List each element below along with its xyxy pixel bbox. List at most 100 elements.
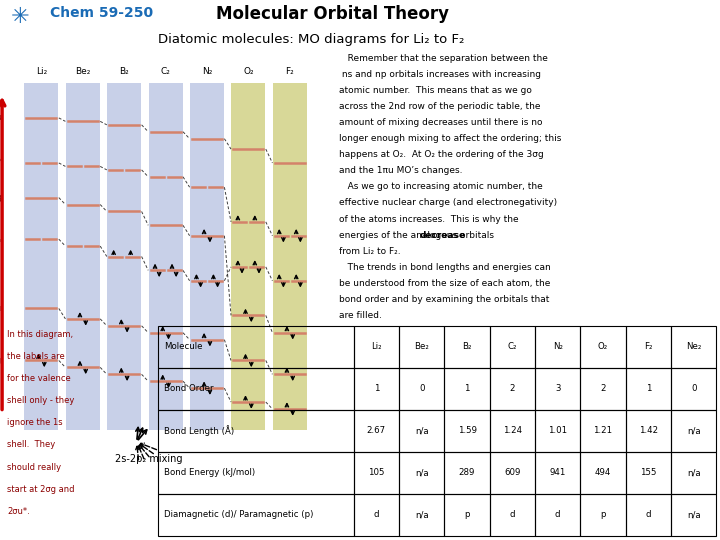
Bar: [444, 451, 490, 494]
Bar: [444, 326, 490, 368]
Bar: [399, 326, 444, 368]
Bar: [535, 451, 580, 494]
Text: start at 2σg and: start at 2σg and: [7, 485, 75, 494]
Text: ignore the 1s: ignore the 1s: [7, 418, 63, 427]
Bar: [626, 494, 671, 536]
Text: O₂: O₂: [598, 342, 608, 351]
Bar: [671, 494, 716, 536]
Text: d: d: [555, 510, 560, 519]
Text: 2σu: 2σu: [0, 113, 2, 123]
Text: 2: 2: [510, 384, 515, 393]
Text: n/a: n/a: [687, 426, 701, 435]
Text: amount of mixing decreases until there is no: amount of mixing decreases until there i…: [338, 118, 542, 127]
Text: n/a: n/a: [415, 510, 428, 519]
Text: shell only - they: shell only - they: [7, 396, 75, 405]
Text: n/a: n/a: [415, 468, 428, 477]
Text: 941: 941: [549, 468, 566, 477]
Text: F₂: F₂: [285, 68, 294, 76]
Text: bond order and by examining the orbitals that: bond order and by examining the orbitals…: [338, 295, 549, 304]
Text: Bond Order: Bond Order: [164, 384, 214, 393]
Bar: [671, 409, 716, 451]
Text: and the 1πu MO’s changes.: and the 1πu MO’s changes.: [338, 166, 462, 176]
Text: atomic number.  This means that as we go: atomic number. This means that as we go: [338, 86, 531, 95]
Text: C₂: C₂: [508, 342, 517, 351]
Text: d: d: [374, 510, 379, 519]
Text: 1.24: 1.24: [503, 426, 522, 435]
Bar: [580, 326, 626, 368]
Bar: [158, 494, 354, 536]
Bar: [399, 409, 444, 451]
Text: Diamagnetic (d)/ Paramagnetic (p): Diamagnetic (d)/ Paramagnetic (p): [164, 510, 313, 519]
Text: Be₂: Be₂: [414, 342, 429, 351]
Bar: [231, 83, 266, 430]
Text: As we go to increasing atomic number, the: As we go to increasing atomic number, th…: [338, 183, 542, 191]
Bar: [354, 368, 399, 409]
Text: d: d: [646, 510, 651, 519]
Text: 609: 609: [504, 468, 521, 477]
Bar: [158, 368, 354, 409]
Bar: [626, 451, 671, 494]
Bar: [158, 409, 354, 451]
Text: In this diagram,: In this diagram,: [7, 330, 73, 339]
Bar: [158, 326, 354, 368]
Bar: [490, 409, 535, 451]
Bar: [273, 83, 307, 430]
Text: N₂: N₂: [553, 342, 563, 351]
Bar: [399, 451, 444, 494]
Text: 1.59: 1.59: [457, 426, 477, 435]
Bar: [444, 368, 490, 409]
Text: the labels are: the labels are: [7, 352, 65, 361]
Text: 1: 1: [464, 384, 469, 393]
Bar: [399, 494, 444, 536]
Text: Be₂: Be₂: [75, 68, 91, 76]
Text: 494: 494: [595, 468, 611, 477]
Text: longer enough mixing to affect the ordering; this: longer enough mixing to affect the order…: [338, 134, 561, 143]
Bar: [626, 326, 671, 368]
Bar: [580, 409, 626, 451]
Text: 1σu: 1σu: [0, 304, 2, 313]
Text: 3: 3: [555, 384, 560, 393]
Bar: [24, 83, 58, 430]
Text: ns and np orbitals increases with increasing: ns and np orbitals increases with increa…: [338, 70, 541, 79]
Text: 2σu*.: 2σu*.: [7, 507, 30, 516]
Text: 105: 105: [368, 468, 384, 477]
Bar: [354, 409, 399, 451]
Text: be understood from the size of each atom, the: be understood from the size of each atom…: [338, 279, 550, 288]
Text: 1: 1: [374, 384, 379, 393]
Bar: [490, 451, 535, 494]
Text: 1σg: 1σg: [0, 356, 2, 365]
Text: F₂: F₂: [644, 342, 652, 351]
Text: of the atoms increases.  This is why the: of the atoms increases. This is why the: [338, 214, 518, 224]
Text: from Li₂ to F₂.: from Li₂ to F₂.: [338, 247, 400, 255]
Bar: [535, 368, 580, 409]
Text: 1: 1: [646, 384, 651, 393]
Text: Ne₂: Ne₂: [686, 342, 701, 351]
Text: Molecular Orbital Theory: Molecular Orbital Theory: [216, 5, 449, 23]
Bar: [671, 326, 716, 368]
Bar: [148, 83, 183, 430]
Text: p: p: [464, 510, 469, 519]
Bar: [354, 451, 399, 494]
Text: ✳: ✳: [11, 7, 30, 28]
Bar: [444, 409, 490, 451]
Bar: [626, 368, 671, 409]
Text: The trends in bond lengths and energies can: The trends in bond lengths and energies …: [338, 262, 550, 272]
Text: 1πᵤ: 1πᵤ: [0, 235, 2, 244]
Bar: [354, 326, 399, 368]
Text: Chem 59-250: Chem 59-250: [50, 6, 153, 20]
Bar: [444, 494, 490, 536]
Text: n/a: n/a: [687, 468, 701, 477]
Text: 2σg: 2σg: [0, 193, 2, 202]
Text: B₂: B₂: [462, 342, 472, 351]
Text: 0: 0: [419, 384, 425, 393]
Text: 1.21: 1.21: [593, 426, 613, 435]
Text: effective nuclear charge (and electronegativity): effective nuclear charge (and electroneg…: [338, 199, 557, 207]
Text: Diatomic molecules: MO diagrams for Li₂ to F₂: Diatomic molecules: MO diagrams for Li₂ …: [158, 33, 465, 46]
Text: n/a: n/a: [415, 426, 428, 435]
Bar: [626, 409, 671, 451]
Text: Li₂: Li₂: [371, 342, 382, 351]
Text: Remember that the separation between the: Remember that the separation between the: [338, 54, 547, 63]
Text: 1.42: 1.42: [639, 426, 658, 435]
Text: are filled.: are filled.: [338, 311, 382, 320]
Text: 2: 2: [600, 384, 606, 393]
